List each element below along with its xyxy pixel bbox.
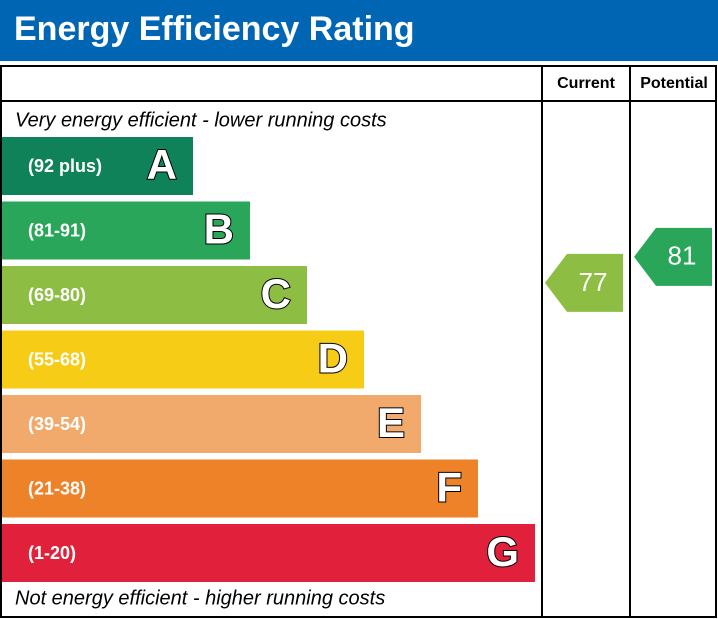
band-bar [2,459,478,518]
band-range: (92 plus) [28,156,102,176]
bottom-note: Not energy efficient - higher running co… [15,587,385,609]
title-bar [0,0,718,61]
title: Energy Efficiency Rating [14,10,415,48]
band-letter: D [318,335,348,382]
column-header: Current [557,75,615,92]
band-bar [2,395,421,453]
column-header: Potential [640,75,708,92]
band-bar [2,266,307,324]
band-range: (55-68) [28,349,86,369]
band-bar [2,201,250,260]
rating-arrow [545,253,623,312]
band-bar [2,137,193,195]
band-bar [2,330,364,389]
top-note: Very energy efficient - lower running co… [15,109,387,131]
band-letter: E [377,399,405,446]
band-range: (81-91) [28,220,86,240]
band-letter: B [204,206,234,253]
band-range: (39-54) [28,414,86,434]
rating-arrow [634,227,712,286]
band-letter: F [436,464,462,511]
rating-value: 77 [579,267,608,297]
rating-value: 81 [668,241,697,271]
band-bar [2,524,535,582]
band-range: (1-20) [28,543,76,563]
band-range: (21-38) [28,478,86,498]
band-range: (69-80) [28,285,86,305]
band-letter: A [147,141,177,188]
band-letter: C [261,270,291,317]
band-letter: G [486,528,519,575]
